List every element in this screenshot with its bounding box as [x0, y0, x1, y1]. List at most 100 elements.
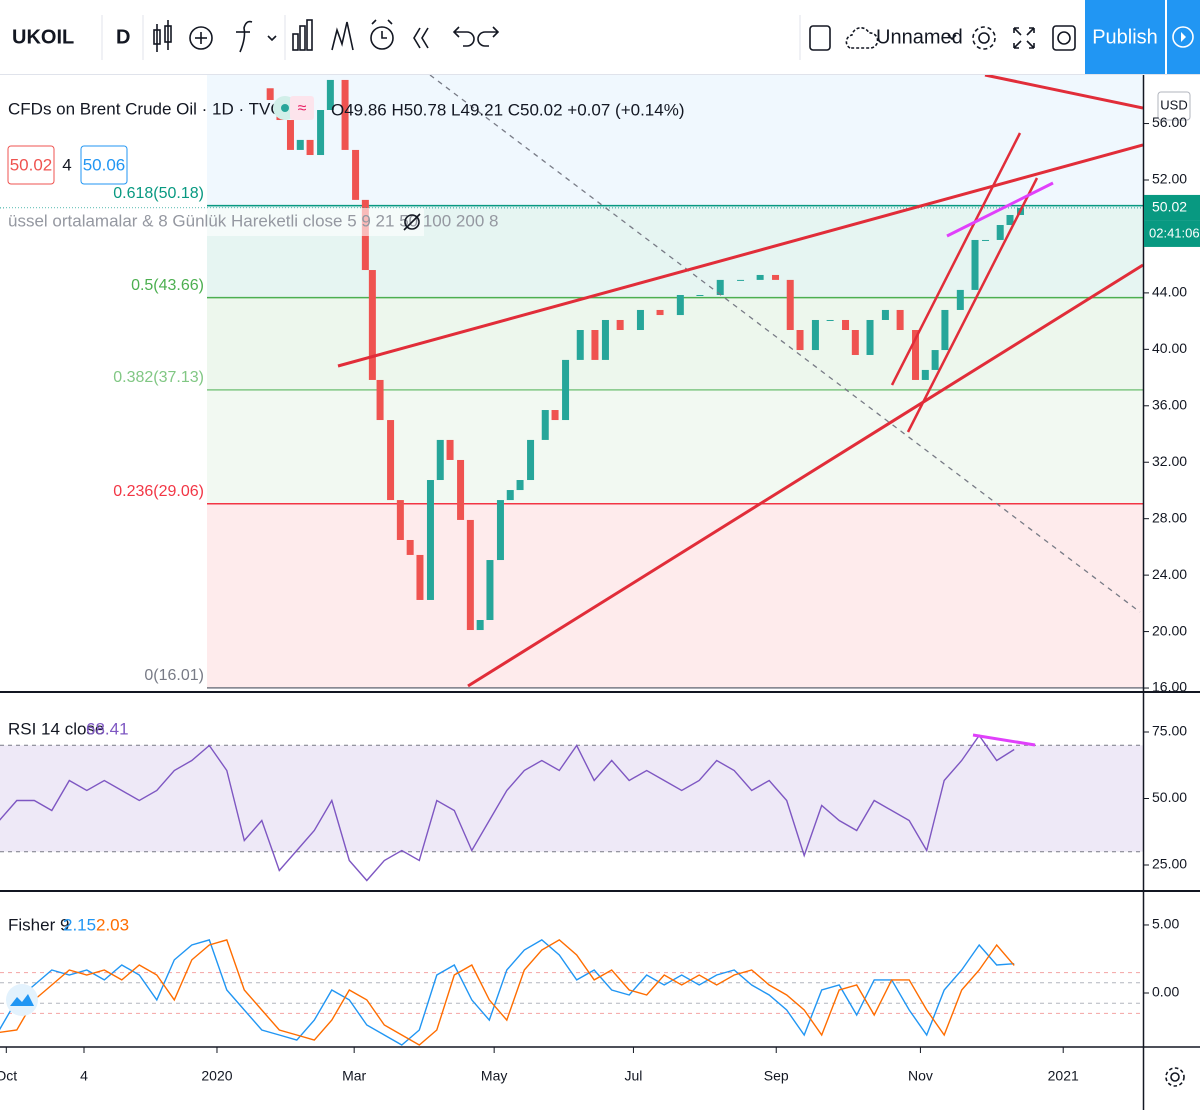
- y-tick-label: 75.00: [1152, 723, 1187, 739]
- currency[interactable]: USD: [1160, 97, 1187, 112]
- candle: [676, 295, 684, 316]
- y-tick-label: 36.00: [1152, 396, 1187, 412]
- candle: [466, 519, 474, 631]
- price-pane: [0, 79, 1143, 631]
- candle: [896, 309, 904, 331]
- candle: [406, 539, 414, 555]
- candle: [436, 439, 444, 481]
- layout-name[interactable]: Unnamed: [876, 26, 963, 48]
- fib-band: [207, 297, 1143, 390]
- fib-band: [207, 503, 1143, 688]
- bid[interactable]: 50.02: [10, 155, 53, 174]
- interval[interactable]: D: [116, 26, 130, 48]
- drawings: [337, 75, 1143, 688]
- candle: [516, 480, 524, 491]
- candle: [352, 149, 360, 200]
- undo-button[interactable]: [452, 26, 475, 47]
- candle: [696, 295, 704, 297]
- candle: [996, 225, 1004, 240]
- x-tick-label: Mar: [342, 1068, 366, 1084]
- series-title: CFDs on Brent Crude Oil · 1D · TVC: [8, 99, 283, 118]
- candle: [426, 480, 434, 600]
- candle: [527, 439, 535, 481]
- candle: [826, 319, 834, 321]
- logo-bg[interactable]: [6, 984, 38, 1016]
- x-tick-label: Sep: [764, 1068, 789, 1084]
- main-legend: CFDs on Brent Crude Oil · 1D · TVC ≈ O49…: [4, 96, 684, 934]
- candle: [772, 274, 780, 280]
- bid-box[interactable]: [7, 145, 55, 185]
- x-tick-label: 2020: [201, 1068, 232, 1084]
- ask[interactable]: 50.06: [83, 155, 126, 174]
- fib-label: 0(16.01): [144, 667, 204, 684]
- market-status-dot: [281, 104, 289, 112]
- publish-menu-arrow: [1181, 32, 1186, 42]
- trendline: [467, 263, 1143, 688]
- trendline: [984, 75, 1143, 110]
- y-tick-label: 24.00: [1152, 566, 1187, 582]
- compare-button[interactable]: [189, 26, 213, 50]
- y-tick-label: 50.00: [1152, 789, 1187, 805]
- settings-button[interactable]: [972, 26, 996, 50]
- indicator-line: [0, 939, 1015, 1046]
- financials-button[interactable]: [331, 21, 354, 51]
- fib-top-band: [207, 75, 1143, 207]
- templates-button[interactable]: [292, 19, 313, 51]
- candle: [496, 500, 504, 561]
- spread: 4: [62, 155, 71, 174]
- candle: [796, 330, 804, 351]
- publish-button[interactable]: [1085, 0, 1165, 74]
- hide-indicator-icon[interactable]: [403, 213, 421, 231]
- candle: [326, 79, 334, 110]
- cloud-icon: [845, 27, 879, 49]
- y-tick-label: 28.00: [1152, 509, 1187, 525]
- ask-box[interactable]: [80, 145, 128, 185]
- y-tick-label: 25.00: [1152, 856, 1187, 872]
- fib-label: 0.382(37.13): [113, 369, 204, 386]
- toolbar-bg: [0, 0, 1200, 74]
- indicator-line: [0, 939, 1015, 1046]
- candle: [341, 79, 349, 150]
- candle: [576, 330, 584, 360]
- chart-type-button[interactable]: [153, 20, 172, 52]
- snapshot-button[interactable]: [1052, 25, 1076, 51]
- data-flag-icon: ≈: [298, 100, 307, 117]
- publish-menu-icon: [1172, 26, 1194, 48]
- y-tick-label: 52.00: [1152, 171, 1187, 187]
- fib-label: 0.618(50.18): [113, 185, 204, 202]
- layout-button[interactable]: [809, 25, 831, 51]
- symbol[interactable]: UKOIL: [12, 26, 74, 48]
- indicator-legend: üssel ortalamalar & 8 Günlük Hareketli c…: [8, 211, 498, 230]
- fib-background: [207, 75, 1143, 689]
- indicators-button[interactable]: [236, 20, 277, 53]
- candle: [851, 330, 859, 355]
- publish-label[interactable]: Publish: [1092, 26, 1158, 48]
- divergence-line: [946, 181, 1054, 238]
- fullscreen-button[interactable]: [1013, 27, 1035, 49]
- x-tick-label: 4: [80, 1068, 88, 1084]
- candle: [912, 330, 920, 380]
- fib-label: 0.236(29.06): [113, 483, 204, 500]
- logo[interactable]: [10, 994, 34, 1006]
- candle: [956, 289, 964, 310]
- alert-button[interactable]: [370, 19, 394, 50]
- dropdown-arrow[interactable]: [947, 34, 957, 41]
- candle: [541, 410, 549, 440]
- y-tick-label: 20.00: [1152, 622, 1187, 638]
- x-tick-label: May: [481, 1068, 507, 1084]
- replay-button[interactable]: [413, 27, 429, 49]
- axis-settings-button[interactable]: [1165, 1067, 1185, 1087]
- candle: [286, 120, 294, 150]
- redo-button[interactable]: [477, 26, 500, 47]
- candle: [562, 359, 570, 421]
- countdown: 02:41:06: [1149, 225, 1200, 240]
- candle: [636, 309, 644, 331]
- last-price: 50.02: [1152, 199, 1187, 215]
- candle: [601, 319, 609, 360]
- toolbar: UKOIL D Unnamed Publish: [0, 0, 1200, 75]
- candle: [786, 279, 794, 331]
- currency-box[interactable]: [1157, 91, 1191, 121]
- rsi-band: [0, 745, 1143, 852]
- candle: [616, 319, 624, 331]
